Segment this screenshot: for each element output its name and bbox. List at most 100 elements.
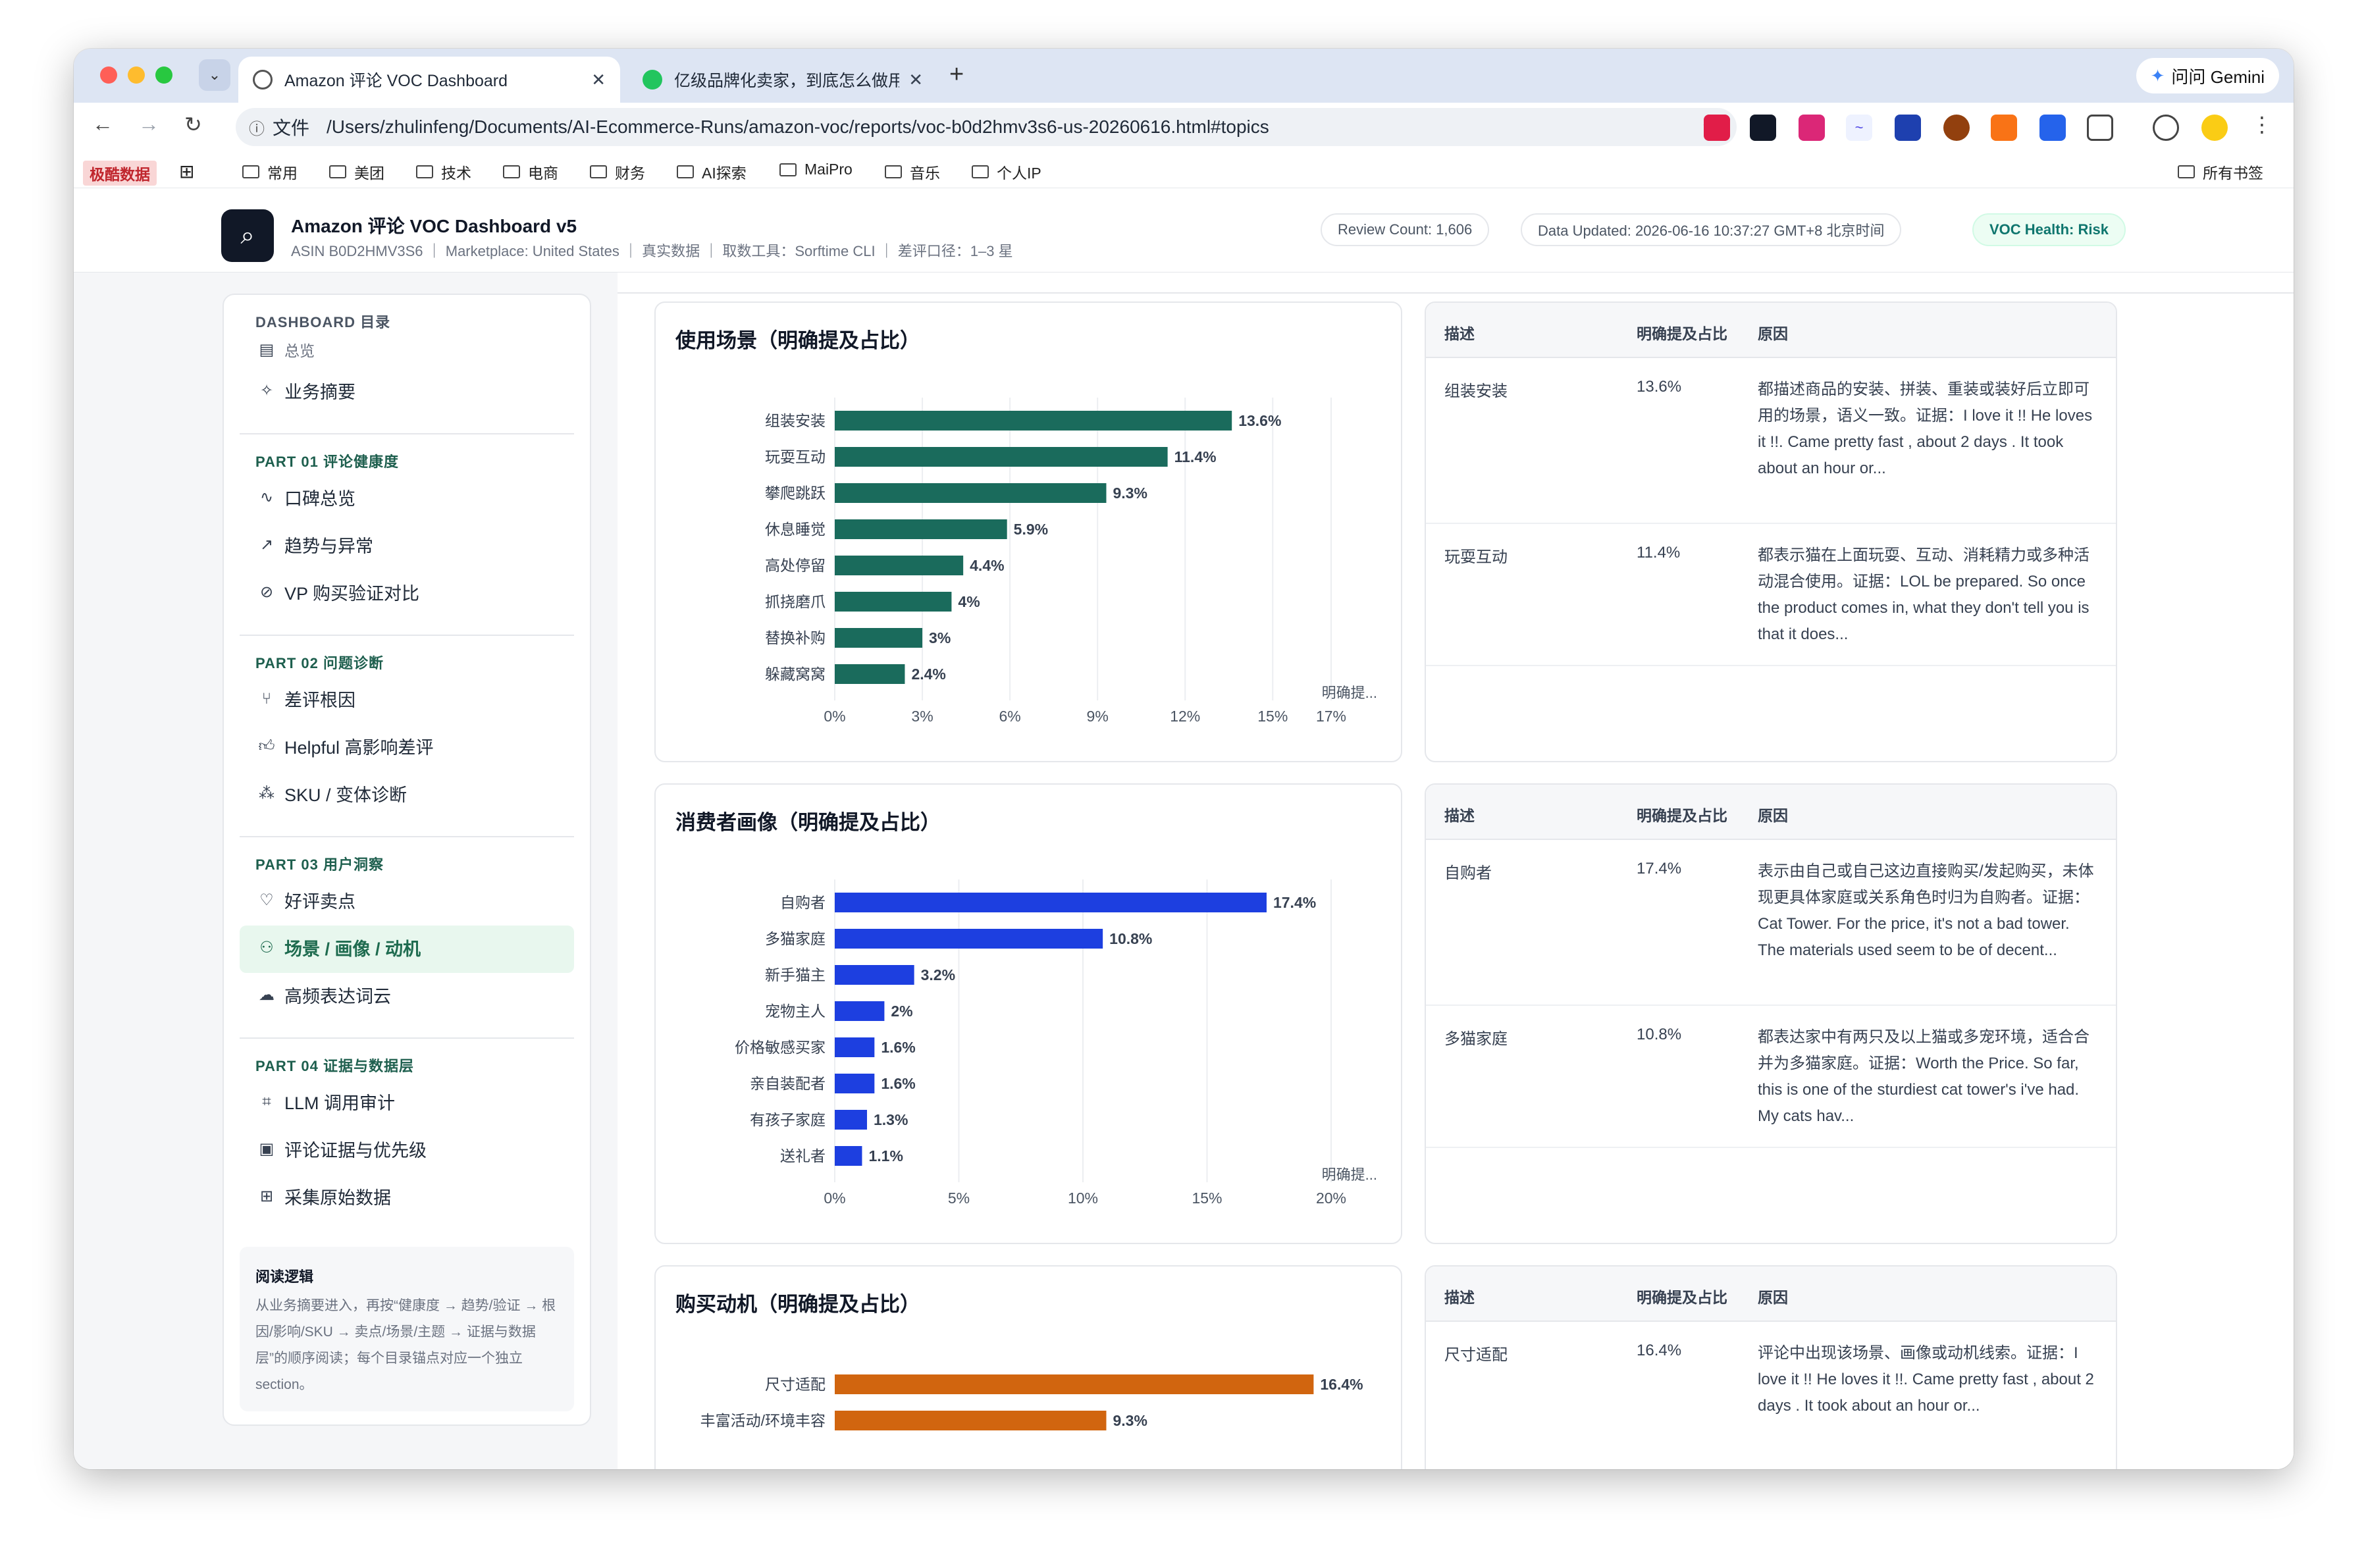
sidebar-item-label: 评论证据与优先级 xyxy=(284,1141,427,1161)
extension-book-icon[interactable] xyxy=(2039,115,2066,141)
tab-voc-dashboard[interactable]: Amazon 评论 VOC Dashboard ✕ xyxy=(238,57,620,103)
minimize-window-button[interactable] xyxy=(128,66,145,84)
sidebar-item-selling-points[interactable]: ♡ 好评卖点 xyxy=(255,887,355,913)
extension-blue-icon[interactable] xyxy=(1895,115,1921,141)
all-bookmarks[interactable]: 所有书签 xyxy=(2178,161,2263,183)
bookmark-jiku[interactable]: 极酷数据 xyxy=(83,161,157,186)
page-title: Amazon 评论 VOC Dashboard v5 xyxy=(291,216,577,236)
bookmark-folder[interactable]: 财务 xyxy=(590,161,645,183)
row-pct: 16.4% xyxy=(1637,1342,1682,1359)
data-updated-badge: Data Updated: 2026-06-16 10:37:27 GMT+8 … xyxy=(1521,213,1902,246)
sidebar-item-label: 场景 / 画像 / 动机 xyxy=(284,939,421,959)
sidebar-item-vp-compare[interactable]: ⊘ VP 购买验证对比 xyxy=(255,579,419,605)
bar-value-label: 4% xyxy=(958,593,980,610)
extension-translate-icon[interactable] xyxy=(1799,115,1825,141)
sidebar-item-root-cause[interactable]: ⑂ 差评根因 xyxy=(255,686,355,712)
folder-icon xyxy=(503,165,520,178)
sidebar: DASHBOARD 目录 ▤ 总览 ✧ 业务摘要 PART 01 评论健康度 ∿ 口碑… xyxy=(223,294,591,1426)
sidebar-item-scenarios[interactable]: ⚇ 场景 / 画像 / 动机 xyxy=(255,935,421,960)
sidebar-item-label: LLM 调用审计 xyxy=(284,1093,396,1113)
apps-grid-icon[interactable]: ⊞ xyxy=(179,161,195,182)
reload-button[interactable]: ↻ xyxy=(184,112,202,137)
axis-caption: 明确提... xyxy=(1322,1166,1377,1183)
users-icon: ⚇ xyxy=(259,939,274,956)
sidebar-item-raw-data[interactable]: ⊞ 采集原始数据 xyxy=(255,1184,391,1209)
bookmark-folder[interactable]: 音乐 xyxy=(885,161,940,183)
extension-puzzle-dark-icon[interactable] xyxy=(1750,115,1776,141)
extension-fe-icon[interactable] xyxy=(1704,115,1730,141)
main-content: 使用场景（明确提及占比） 0% 3% 6% 9% 12% 15% 17% 明确提... 组装安装… xyxy=(618,273,2294,1469)
bookmark-folder[interactable]: MaiPro xyxy=(779,161,853,178)
extensions-icon[interactable] xyxy=(2087,115,2113,141)
column-header-desc: 描述 xyxy=(1444,1289,1475,1306)
new-tab-button[interactable]: + xyxy=(949,61,964,88)
bar-value-label: 2% xyxy=(891,1003,912,1020)
sidebar-item-label: 差评根因 xyxy=(284,691,355,710)
sidebar-item-sku[interactable]: ⁂ SKU / 变体诊断 xyxy=(255,781,407,806)
chart-card-personas: 消费者画像（明确提及占比） 0% 5% 10% 15% 20% 明确提... 自购者 17.4… xyxy=(654,783,1402,1244)
tab-search-button[interactable]: ⌄ xyxy=(199,59,230,91)
sidebar-item-summary[interactable]: ✧ 业务摘要 xyxy=(255,378,355,404)
x-tick-label: 20% xyxy=(1316,1189,1346,1207)
performance-icon[interactable] xyxy=(2153,115,2179,141)
bookmark-folder[interactable]: AI探索 xyxy=(677,161,747,183)
row-reason: 表示由自己或自己这边直接购买/发起购买，未体现更具体家庭或关系角色时归为自购者。… xyxy=(1758,862,2094,959)
table-motivations: 描述 明确提及占比 原因 尺寸适配 16.4% 评论中出现该场景、画像或动机线索… xyxy=(1425,1265,2117,1469)
part-01-title: PART 01 评论健康度 xyxy=(255,454,399,470)
close-tab-icon[interactable]: ✕ xyxy=(908,69,923,90)
x-tick-label: 17% xyxy=(1316,708,1346,725)
extension-wave-icon[interactable]: ~ xyxy=(1846,115,1872,141)
sidebar-item-reputation[interactable]: ∿ 口碑总览 xyxy=(255,484,355,510)
bookmark-folder[interactable]: 美团 xyxy=(329,161,384,183)
chart-title: 消费者画像（明确提及占比） xyxy=(675,811,941,834)
toolbar: ← → ↻ ⓘ 文件 /Users/zhulinfeng/Documents/A… xyxy=(74,103,2294,153)
forward-button[interactable]: → xyxy=(138,112,159,136)
bookmark-folder[interactable]: 技术 xyxy=(416,161,471,183)
bookmark-label: 财务 xyxy=(615,165,645,182)
sidebar-item-trends[interactable]: ↗ 趋势与异常 xyxy=(255,532,373,558)
close-window-button[interactable] xyxy=(100,66,117,84)
category-label: 自购者 xyxy=(780,894,826,911)
sidebar-item-wordcloud[interactable]: ☁︎ 高频表达词云 xyxy=(255,982,391,1008)
extension-orange-icon[interactable] xyxy=(1991,115,2017,141)
column-header-pct: 明确提及占比 xyxy=(1637,807,1727,824)
column-header-pct: 明确提及占比 xyxy=(1637,1289,1727,1306)
bookmark-folder[interactable]: 常用 xyxy=(242,161,298,183)
tab-wechat-article[interactable]: 亿级品牌化卖家，到底怎么做用 ✕ xyxy=(628,57,937,103)
extension-cookie-icon[interactable] xyxy=(1943,115,1970,141)
chart-card-scenarios: 使用场景（明确提及占比） 0% 3% 6% 9% 12% 15% 17% 明确提... 组装安装… xyxy=(654,301,1402,762)
sidebar-item-llm-audit[interactable]: ⌗ LLM 调用审计 xyxy=(255,1089,395,1114)
row-desc: 自购者 xyxy=(1444,864,1492,882)
folder-icon xyxy=(242,165,259,178)
zoom-window-button[interactable] xyxy=(155,66,172,84)
sidebar-item-label: VP 购买验证对比 xyxy=(284,584,420,604)
column-header-desc: 描述 xyxy=(1444,807,1475,824)
profile-avatar[interactable] xyxy=(2201,115,2228,141)
folder-icon xyxy=(885,165,902,178)
row-pct: 11.4% xyxy=(1637,544,1681,562)
sidebar-item-evidence[interactable]: ▣ 评论证据与优先级 xyxy=(255,1136,427,1162)
info-icon: ⓘ xyxy=(249,120,265,138)
bookmark-label: AI探索 xyxy=(702,165,747,182)
bar xyxy=(835,519,1007,539)
sidebar-item-overview[interactable]: ▤ 总览 xyxy=(255,338,315,361)
x-tick-label: 0% xyxy=(824,708,845,725)
bar xyxy=(835,1374,1314,1394)
menu-button[interactable]: ⋮ xyxy=(2251,112,2273,137)
category-label: 组装安装 xyxy=(765,412,826,429)
divider xyxy=(240,1037,574,1039)
bar-value-label: 2.4% xyxy=(911,666,945,683)
bookmark-label: MaiPro xyxy=(804,161,853,178)
close-tab-icon[interactable]: ✕ xyxy=(591,69,606,90)
bookmark-folder[interactable]: 个人IP xyxy=(972,161,1041,183)
address-bar[interactable]: ⓘ 文件 /Users/zhulinfeng/Documents/AI-Ecom… xyxy=(236,108,1737,146)
gemini-label: 问问 Gemini xyxy=(2171,66,2265,87)
table-row: 尺寸适配 16.4% 评论中出现该场景、画像或动机线索。证据：I love it… xyxy=(1426,1322,2116,1469)
bar xyxy=(835,1411,1107,1430)
bookmark-folder[interactable]: 电商 xyxy=(503,161,558,183)
back-button[interactable]: ← xyxy=(92,112,113,136)
category-label: 新手猫主 xyxy=(765,966,826,983)
gemini-button[interactable]: ✦ 问问 Gemini xyxy=(2136,58,2279,93)
category-label: 多猫家庭 xyxy=(765,930,826,947)
sidebar-item-helpful[interactable]: 👍︎ Helpful 高影响差评 xyxy=(255,733,433,759)
